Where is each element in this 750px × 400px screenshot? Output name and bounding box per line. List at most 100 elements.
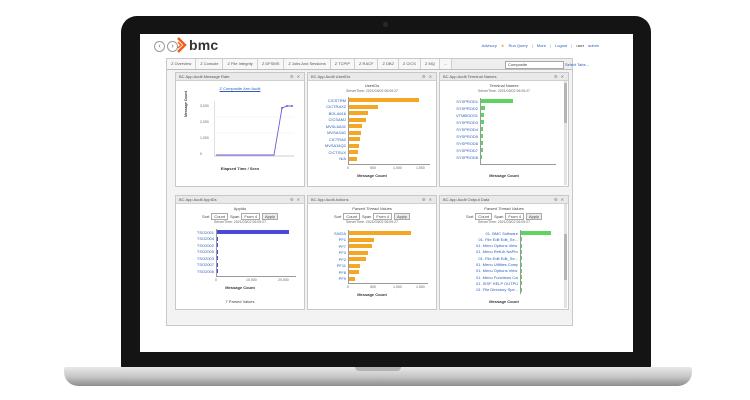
bar-label[interactable]: 01. Menu Options View ... <box>476 268 518 274</box>
bar[interactable] <box>480 99 513 103</box>
scrollbar-thumb[interactable] <box>564 234 567 280</box>
tab-db2[interactable]: Z DB2 <box>378 59 399 69</box>
bar-label[interactable]: MVSA34Q2 <box>324 143 346 148</box>
bar[interactable] <box>348 237 375 242</box>
tab-mq[interactable]: Z MQ <box>420 59 440 69</box>
bar[interactable] <box>520 287 523 292</box>
scrollbar-thumb[interactable] <box>564 83 567 123</box>
bar-label[interactable]: 01. File Edit Edit_Se... <box>478 236 518 242</box>
bar[interactable] <box>216 269 219 273</box>
bar-label[interactable]: PF1 <box>338 237 346 242</box>
bar[interactable] <box>520 249 523 254</box>
bar[interactable] <box>348 104 378 109</box>
bar-label[interactable]: MVSL6A31 <box>325 123 346 129</box>
panel-controls[interactable]: ⚙ ✕ <box>421 197 433 202</box>
bar-label[interactable]: PF9 <box>338 276 346 281</box>
bar[interactable] <box>348 276 355 281</box>
bar[interactable] <box>520 262 523 267</box>
bar-label[interactable]: TSO2006 <box>196 268 214 274</box>
bar[interactable] <box>348 231 411 235</box>
bar[interactable] <box>480 127 484 131</box>
bar-label[interactable]: PF11 <box>336 263 346 268</box>
bar-label[interactable]: TSO2004 <box>196 236 214 241</box>
bar-label[interactable]: TSO2007 <box>196 262 214 267</box>
dashboard-select[interactable]: Composite <box>505 61 564 69</box>
tab-console[interactable]: Z Console <box>196 59 224 69</box>
bar[interactable] <box>348 124 362 128</box>
chart-link[interactable]: Z Composite Arm Audit <box>219 86 261 91</box>
bmc-logo[interactable]: bmc <box>177 37 218 53</box>
bar-label[interactable]: SYSPROD2 <box>456 105 478 111</box>
span-select[interactable]: From 4 <box>373 213 393 220</box>
bar-label[interactable]: MVSA34G <box>327 130 346 135</box>
bar-label[interactable]: PF7 <box>338 243 346 249</box>
bar[interactable] <box>348 263 361 268</box>
bar-label[interactable]: SYSPROD7 <box>456 147 478 153</box>
bar[interactable] <box>348 130 362 135</box>
span-select[interactable]: From 4 <box>241 213 261 220</box>
bar[interactable] <box>216 230 289 234</box>
bar-label[interactable]: CICSTRM <box>327 97 346 103</box>
bar[interactable] <box>348 156 357 161</box>
apply-button[interactable]: Apply <box>262 213 279 220</box>
bar[interactable] <box>520 237 523 242</box>
panel-controls[interactable]: ⚙ ✕ <box>553 197 565 202</box>
apply-button[interactable]: Apply <box>394 213 411 220</box>
bar-label[interactable]: 01. BMC Software <box>485 230 518 236</box>
bar-label[interactable]: N/A <box>339 156 346 161</box>
bar-label[interactable]: SYSPROD4 <box>456 126 478 132</box>
bar[interactable] <box>216 243 219 247</box>
bar[interactable] <box>480 134 484 138</box>
bar-label[interactable]: PF8 <box>338 269 346 275</box>
tab-jobs-and-sessions[interactable]: Z Jobs And Sessions <box>284 59 331 69</box>
bar[interactable] <box>480 148 483 152</box>
bar-label[interactable]: SYSPROD5 <box>456 133 478 139</box>
bar-label[interactable]: PF3 <box>338 250 346 255</box>
apply-button[interactable]: Apply <box>526 213 543 220</box>
tab-more[interactable]: ... <box>439 59 453 69</box>
bar-label[interactable]: 01. File Directory Spe... <box>476 287 518 293</box>
sort-select[interactable]: Count <box>211 213 228 220</box>
bar[interactable] <box>480 113 485 117</box>
bar-label[interactable]: TSO2005 <box>196 249 214 254</box>
bar-label[interactable]: CICTRAX2 <box>326 104 346 109</box>
bar[interactable] <box>520 281 523 286</box>
bar-label[interactable]: SYSPROD6 <box>456 140 478 146</box>
bar[interactable] <box>520 243 523 248</box>
bar-label[interactable]: 01. Menu Options View ... <box>476 243 518 249</box>
panel-controls[interactable]: ⚙ ✕ <box>421 74 433 79</box>
bar-label[interactable]: BOLA616 <box>328 110 346 116</box>
bar-label[interactable]: TSO2002 <box>196 242 214 248</box>
bar[interactable] <box>480 141 483 145</box>
bar-label[interactable]: PF2 <box>338 256 346 262</box>
bar-label[interactable]: CICTRA0 <box>328 136 346 142</box>
sort-select[interactable]: Count <box>475 213 492 220</box>
bar[interactable] <box>216 249 219 254</box>
tab-dfsms[interactable]: Z DFSMS <box>257 59 285 69</box>
bar[interactable] <box>348 150 359 154</box>
bar-label[interactable]: 01. File Edit Edit_Se... <box>478 255 518 261</box>
span-select[interactable]: From 4 <box>505 213 525 220</box>
bar-label[interactable]: SYSPROD8 <box>456 154 478 160</box>
bar[interactable] <box>348 143 360 148</box>
select-tabs-link[interactable]: Select Tabs... <box>565 62 589 67</box>
tab-overview[interactable]: Z Overview <box>167 59 197 69</box>
bar[interactable] <box>348 137 361 141</box>
bar[interactable] <box>348 270 359 274</box>
bar-label[interactable]: CICTSUX <box>328 149 346 155</box>
bar[interactable] <box>520 256 523 261</box>
panel-controls[interactable]: ⚙ ✕ <box>553 74 565 79</box>
panel-controls[interactable]: ⚙ ✕ <box>289 197 301 202</box>
bar-label[interactable]: SYSPROD1 <box>456 98 478 104</box>
bar-label[interactable]: 01. Menu Functions Con... <box>476 274 518 280</box>
bar[interactable] <box>348 257 366 261</box>
sort-select[interactable]: Count <box>343 213 360 220</box>
back-arrow-icon[interactable]: ‹ <box>154 41 165 52</box>
run-query-link[interactable]: Run Query <box>508 43 528 48</box>
bar-label[interactable]: CICSAMJ <box>328 117 346 122</box>
bar[interactable] <box>520 275 523 280</box>
panel-scrollbar[interactable] <box>564 81 567 185</box>
bar-label[interactable]: 01. ISSF HELP OUTPUT... <box>476 280 518 286</box>
bar-label[interactable]: TSO2001 <box>196 229 214 235</box>
forward-arrow-icon[interactable]: › <box>167 41 178 52</box>
